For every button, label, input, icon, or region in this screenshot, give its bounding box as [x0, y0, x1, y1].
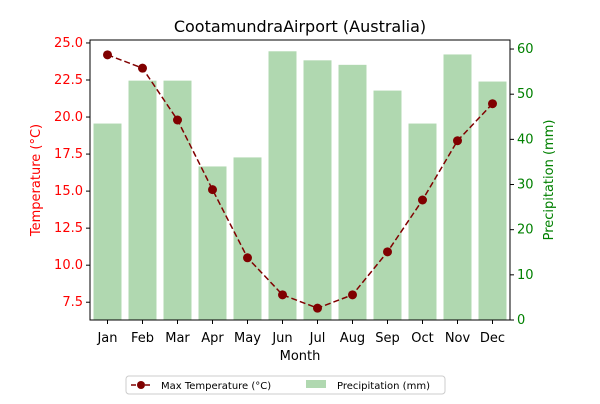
right-tick-label: 50	[517, 87, 534, 102]
left-tick-label: 25.0	[54, 36, 83, 51]
x-tick-label: Nov	[445, 331, 471, 346]
bar-jan	[93, 123, 122, 320]
x-tick-label: Jan	[96, 331, 117, 346]
legend-bar-swatch	[306, 380, 326, 388]
bar-jun	[268, 51, 297, 321]
bar-jul	[303, 60, 332, 321]
x-tick-label: Jun	[271, 331, 292, 346]
left-axis: 7.5 10.0 12.5 15.0 17.5 20.0 22.5 25.0	[54, 36, 90, 310]
temperature-point-dec	[488, 99, 497, 109]
line-layer	[103, 50, 497, 313]
right-tick-label: 20	[517, 223, 534, 238]
x-tick-label: Oct	[411, 331, 433, 346]
temperature-point-apr	[208, 185, 217, 195]
x-tick-label: Feb	[131, 331, 154, 346]
y-axis-label-left: Temperature (°C)	[29, 124, 44, 237]
right-tick-label: 30	[517, 178, 534, 193]
bar-sep	[373, 90, 402, 320]
bar-nov	[443, 54, 472, 321]
right-tick-label: 40	[517, 132, 534, 147]
left-tick-label: 20.0	[54, 110, 83, 125]
left-tick-label: 15.0	[54, 184, 83, 199]
temperature-point-oct	[418, 195, 427, 205]
legend-entry-temperature: Max Temperature (°C)	[161, 381, 271, 392]
temperature-point-jan	[103, 50, 112, 60]
x-tick-label: Sep	[375, 331, 400, 346]
x-tick-label: May	[234, 331, 261, 346]
bars-layer	[93, 51, 507, 321]
temperature-line	[107, 54, 494, 309]
y-axis-label-right: Precipitation (mm)	[542, 120, 557, 241]
temperature-point-nov	[453, 136, 462, 146]
right-tick-label: 60	[517, 42, 534, 57]
x-axis: Jan Feb Mar Apr May Jun Jul Aug Sep Oct Nov Dec	[96, 320, 505, 346]
bar-aug	[338, 64, 367, 320]
bar-oct	[408, 123, 437, 320]
left-tick-label: 7.5	[62, 295, 83, 310]
right-tick-label: 0	[517, 313, 525, 328]
temperature-point-aug	[348, 290, 357, 300]
temperature-point-may	[243, 253, 252, 263]
x-tick-label: Apr	[201, 331, 224, 346]
x-tick-label: Dec	[480, 331, 505, 346]
temperature-point-jul	[313, 303, 322, 313]
temperature-point-jun	[278, 290, 287, 300]
legend-line-dot	[137, 381, 145, 389]
x-tick-label: Aug	[340, 331, 365, 346]
x-tick-label: Mar	[165, 331, 190, 346]
x-tick-label: Jul	[309, 331, 326, 346]
right-tick-label: 10	[517, 268, 534, 283]
temperature-point-mar	[173, 115, 182, 125]
bar-dec	[478, 81, 507, 320]
left-tick-label: 10.0	[54, 258, 83, 273]
bar-may	[233, 157, 262, 320]
left-tick-label: 12.5	[54, 221, 83, 236]
plot-frame	[89, 39, 511, 321]
legend-entry-precipitation: Precipitation (mm)	[337, 381, 430, 392]
temperature-point-sep	[383, 247, 392, 257]
right-axis: 0 10 20 30 40 50 60	[510, 42, 534, 328]
bar-feb	[128, 80, 157, 320]
legend: Max Temperature (°C) Precipitation (mm)	[125, 375, 446, 395]
x-axis-label: Month	[280, 349, 321, 364]
left-tick-label: 17.5	[54, 147, 83, 162]
left-tick-label: 22.5	[54, 73, 83, 88]
legend-box	[125, 375, 446, 395]
temperature-point-feb	[138, 63, 147, 73]
chart-title: CootamundraAirport (Australia)	[174, 17, 426, 36]
